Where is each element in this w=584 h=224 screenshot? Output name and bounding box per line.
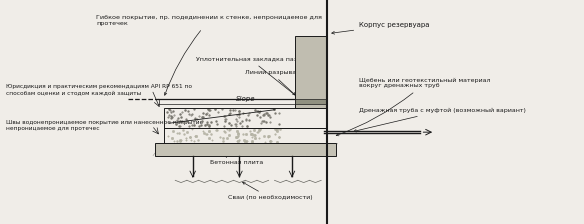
- Bar: [164, 108, 327, 128]
- Text: Гибкое покрытие, пр. подединении к стенке, непроницаемое для
протечек: Гибкое покрытие, пр. подединении к стенк…: [96, 15, 322, 95]
- Text: Slope: Slope: [235, 96, 255, 101]
- Text: Швы водонепроницаемое покрытие или нанесенное покрытие
непроницаемое для протече: Швы водонепроницаемое покрытие или нанес…: [6, 120, 203, 131]
- Bar: [295, 99, 327, 104]
- Text: Корпус резервуара: Корпус резервуара: [332, 22, 430, 34]
- Text: Сваи (по необходимости): Сваи (по необходимости): [228, 182, 312, 200]
- Bar: [155, 143, 336, 156]
- Bar: [295, 36, 327, 108]
- Text: Уплотнительная закладка пазов: Уплотнительная закладка пазов: [196, 56, 304, 97]
- Text: Щебень или геотекстильный материал
вокруг дренажных труб: Щебень или геотекстильный материал вокру…: [336, 78, 491, 136]
- Bar: [164, 128, 327, 143]
- Text: Юрисдикция и практическим рекомендациям API RP 651 по
способам оценки и стодом к: Юрисдикция и практическим рекомендациям …: [6, 84, 192, 95]
- Text: Дренажная труба с муфтой (возможный вариант): Дренажная труба с муфтой (возможный вари…: [354, 108, 526, 132]
- Text: Бетонная плита: Бетонная плита: [210, 155, 263, 164]
- Text: Линии разрыва: Линии разрыва: [245, 70, 297, 95]
